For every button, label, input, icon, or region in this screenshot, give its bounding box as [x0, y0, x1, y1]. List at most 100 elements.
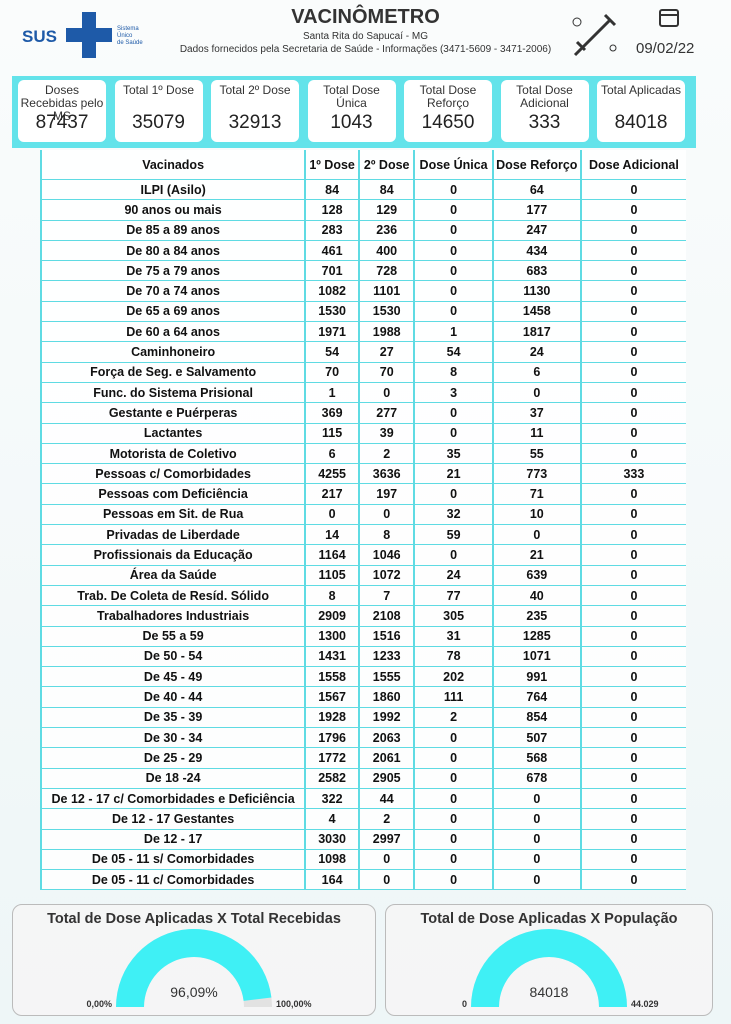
cell-value: 111	[413, 686, 493, 708]
card: Total Dose Adicional 333	[500, 80, 589, 142]
card-value: 32913	[228, 112, 282, 133]
cell-value: 0	[413, 260, 493, 282]
cell-value: 0	[491, 788, 581, 810]
cell-value: 568	[491, 747, 581, 769]
row-label: De 60 a 64 anos	[39, 321, 306, 343]
card: Total 1º Dose 35079	[114, 80, 203, 142]
cell-value: 322	[304, 788, 359, 810]
table: Vacinados 1º Dose 2º Dose Dose Única Dose Re…	[39, 150, 686, 891]
cell-value: 0	[413, 869, 493, 891]
gauge-max: 100,00%	[276, 999, 312, 1009]
cell-value: 0	[491, 829, 581, 850]
cell-value: 0	[357, 869, 415, 891]
cell-value: 0	[579, 707, 686, 729]
cell-value: 0	[579, 240, 686, 262]
cell-value: 1285	[491, 626, 581, 647]
row-label: Pessoas com Deficiência	[39, 483, 306, 505]
cell-value: 0	[579, 402, 686, 424]
column-header: Dose Única	[413, 150, 493, 180]
cell-value: 1	[413, 321, 493, 343]
cell-value: 0	[579, 199, 686, 221]
row-label: Força de Seg. e Salvamento	[39, 362, 306, 383]
row-label: Trab. De Coleta de Resíd. Sólido	[39, 585, 306, 607]
row-label: De 50 - 54	[39, 646, 306, 668]
cell-value: 7	[357, 585, 415, 607]
row-label: De 55 a 59	[39, 626, 306, 647]
table-row: De 40 - 44 1567 1860 111 764 0	[39, 686, 686, 708]
gauge-min: 0	[462, 999, 467, 1009]
date: 09/02/22	[636, 40, 695, 57]
source: Dados fornecidos pela Secretaria de Saúd…	[179, 44, 552, 55]
cell-value: 64	[491, 179, 581, 201]
cell-value: 461	[304, 240, 359, 262]
column-header: Dose Reforço	[491, 150, 581, 180]
cell-value: 24	[491, 341, 581, 363]
cell-value: 1992	[357, 707, 415, 729]
cell-value: 991	[491, 666, 581, 688]
table-row: De 35 - 39 1928 1992 2 854 0	[39, 707, 686, 729]
gauge: 84018 0 44.029	[462, 929, 659, 1009]
table-row: De 05 - 11 c/ Comorbidades 164 0 0 0 0	[39, 869, 686, 891]
cell-value: 84	[304, 179, 359, 201]
cell-value: 3636	[357, 463, 415, 485]
cell-value: 1071	[491, 646, 581, 668]
cell-value: 10	[491, 504, 581, 526]
cell-value: 0	[413, 199, 493, 221]
title: VACINÔMETRO	[291, 6, 440, 28]
table-row: Área da Saúde 1105 1072 24 639 0	[39, 565, 686, 586]
cell-value: 54	[413, 341, 493, 363]
cell-value: 0	[357, 504, 415, 526]
cell-value: 21	[491, 544, 581, 566]
row-label: 90 anos ou mais	[39, 199, 306, 221]
row-label: De 40 - 44	[39, 686, 306, 708]
card: Total Dose Única 1043	[307, 80, 396, 142]
row-label: De 45 - 49	[39, 666, 306, 688]
cell-value: 70	[304, 362, 359, 383]
cell-value: 639	[491, 565, 581, 586]
cell-value: 1928	[304, 707, 359, 729]
gauge-title: Total de Dose Aplicadas X População	[420, 911, 678, 927]
cell-value: 1458	[491, 301, 581, 323]
cell-value: 0	[579, 788, 686, 810]
logo-line: Único	[117, 32, 133, 39]
cell-value: 202	[413, 666, 493, 688]
table-row: De 75 a 79 anos 701 728 0 683 0	[39, 260, 686, 282]
table-row: 90 anos ou mais 128 129 0 177 0	[39, 199, 686, 221]
logo-cross	[66, 12, 112, 58]
table-row: De 60 a 64 anos 1971 1988 1 1817 0	[39, 321, 686, 343]
table-row: De 55 a 59 1300 1516 31 1285 0	[39, 626, 686, 647]
cell-value: 2909	[304, 605, 359, 627]
cell-value: 0	[413, 808, 493, 830]
table-row: Profissionais da Educação 1164 1046 0 21 0	[39, 544, 686, 566]
cell-value: 1772	[304, 747, 359, 769]
cell-value: 0	[579, 768, 686, 789]
cell-value: 2905	[357, 768, 415, 789]
cell-value: 2582	[304, 768, 359, 789]
cell-value: 0	[413, 423, 493, 444]
row-label: Profissionais da Educação	[39, 544, 306, 566]
cell-value: 0	[579, 585, 686, 607]
cell-value: 78	[413, 646, 493, 668]
table-row: Privadas de Liberdade 14 8 59 0 0	[39, 524, 686, 546]
cell-value: 507	[491, 727, 581, 749]
cell-value: 0	[579, 829, 686, 850]
row-label: Caminhoneiro	[39, 341, 306, 363]
table-row: Pessoas c/ Comorbidades 4255 3636 21 773 333	[39, 463, 686, 485]
cell-value: 305	[413, 605, 493, 627]
table-row: Func. do Sistema Prisional 1 0 3 0 0	[39, 382, 686, 404]
cell-value: 0	[413, 849, 493, 871]
card-label: Total Dose Adicional	[516, 83, 573, 110]
gauge-panel: Total de Dose Aplicadas X População 84018…	[385, 904, 713, 1016]
card-value: 84018	[614, 112, 668, 133]
card-value: 333	[528, 112, 561, 133]
cell-value: 2	[357, 443, 415, 465]
cell-value: 0	[357, 382, 415, 404]
cell-value: 54	[304, 341, 359, 363]
row-label: De 80 a 84 anos	[39, 240, 306, 262]
card: Doses Recebidas pelo MS 87437	[18, 80, 106, 142]
cell-value: 71	[491, 483, 581, 505]
cell-value: 1101	[357, 280, 415, 302]
table-row: De 45 - 49 1558 1555 202 991 0	[39, 666, 686, 688]
cell-value: 8	[304, 585, 359, 607]
